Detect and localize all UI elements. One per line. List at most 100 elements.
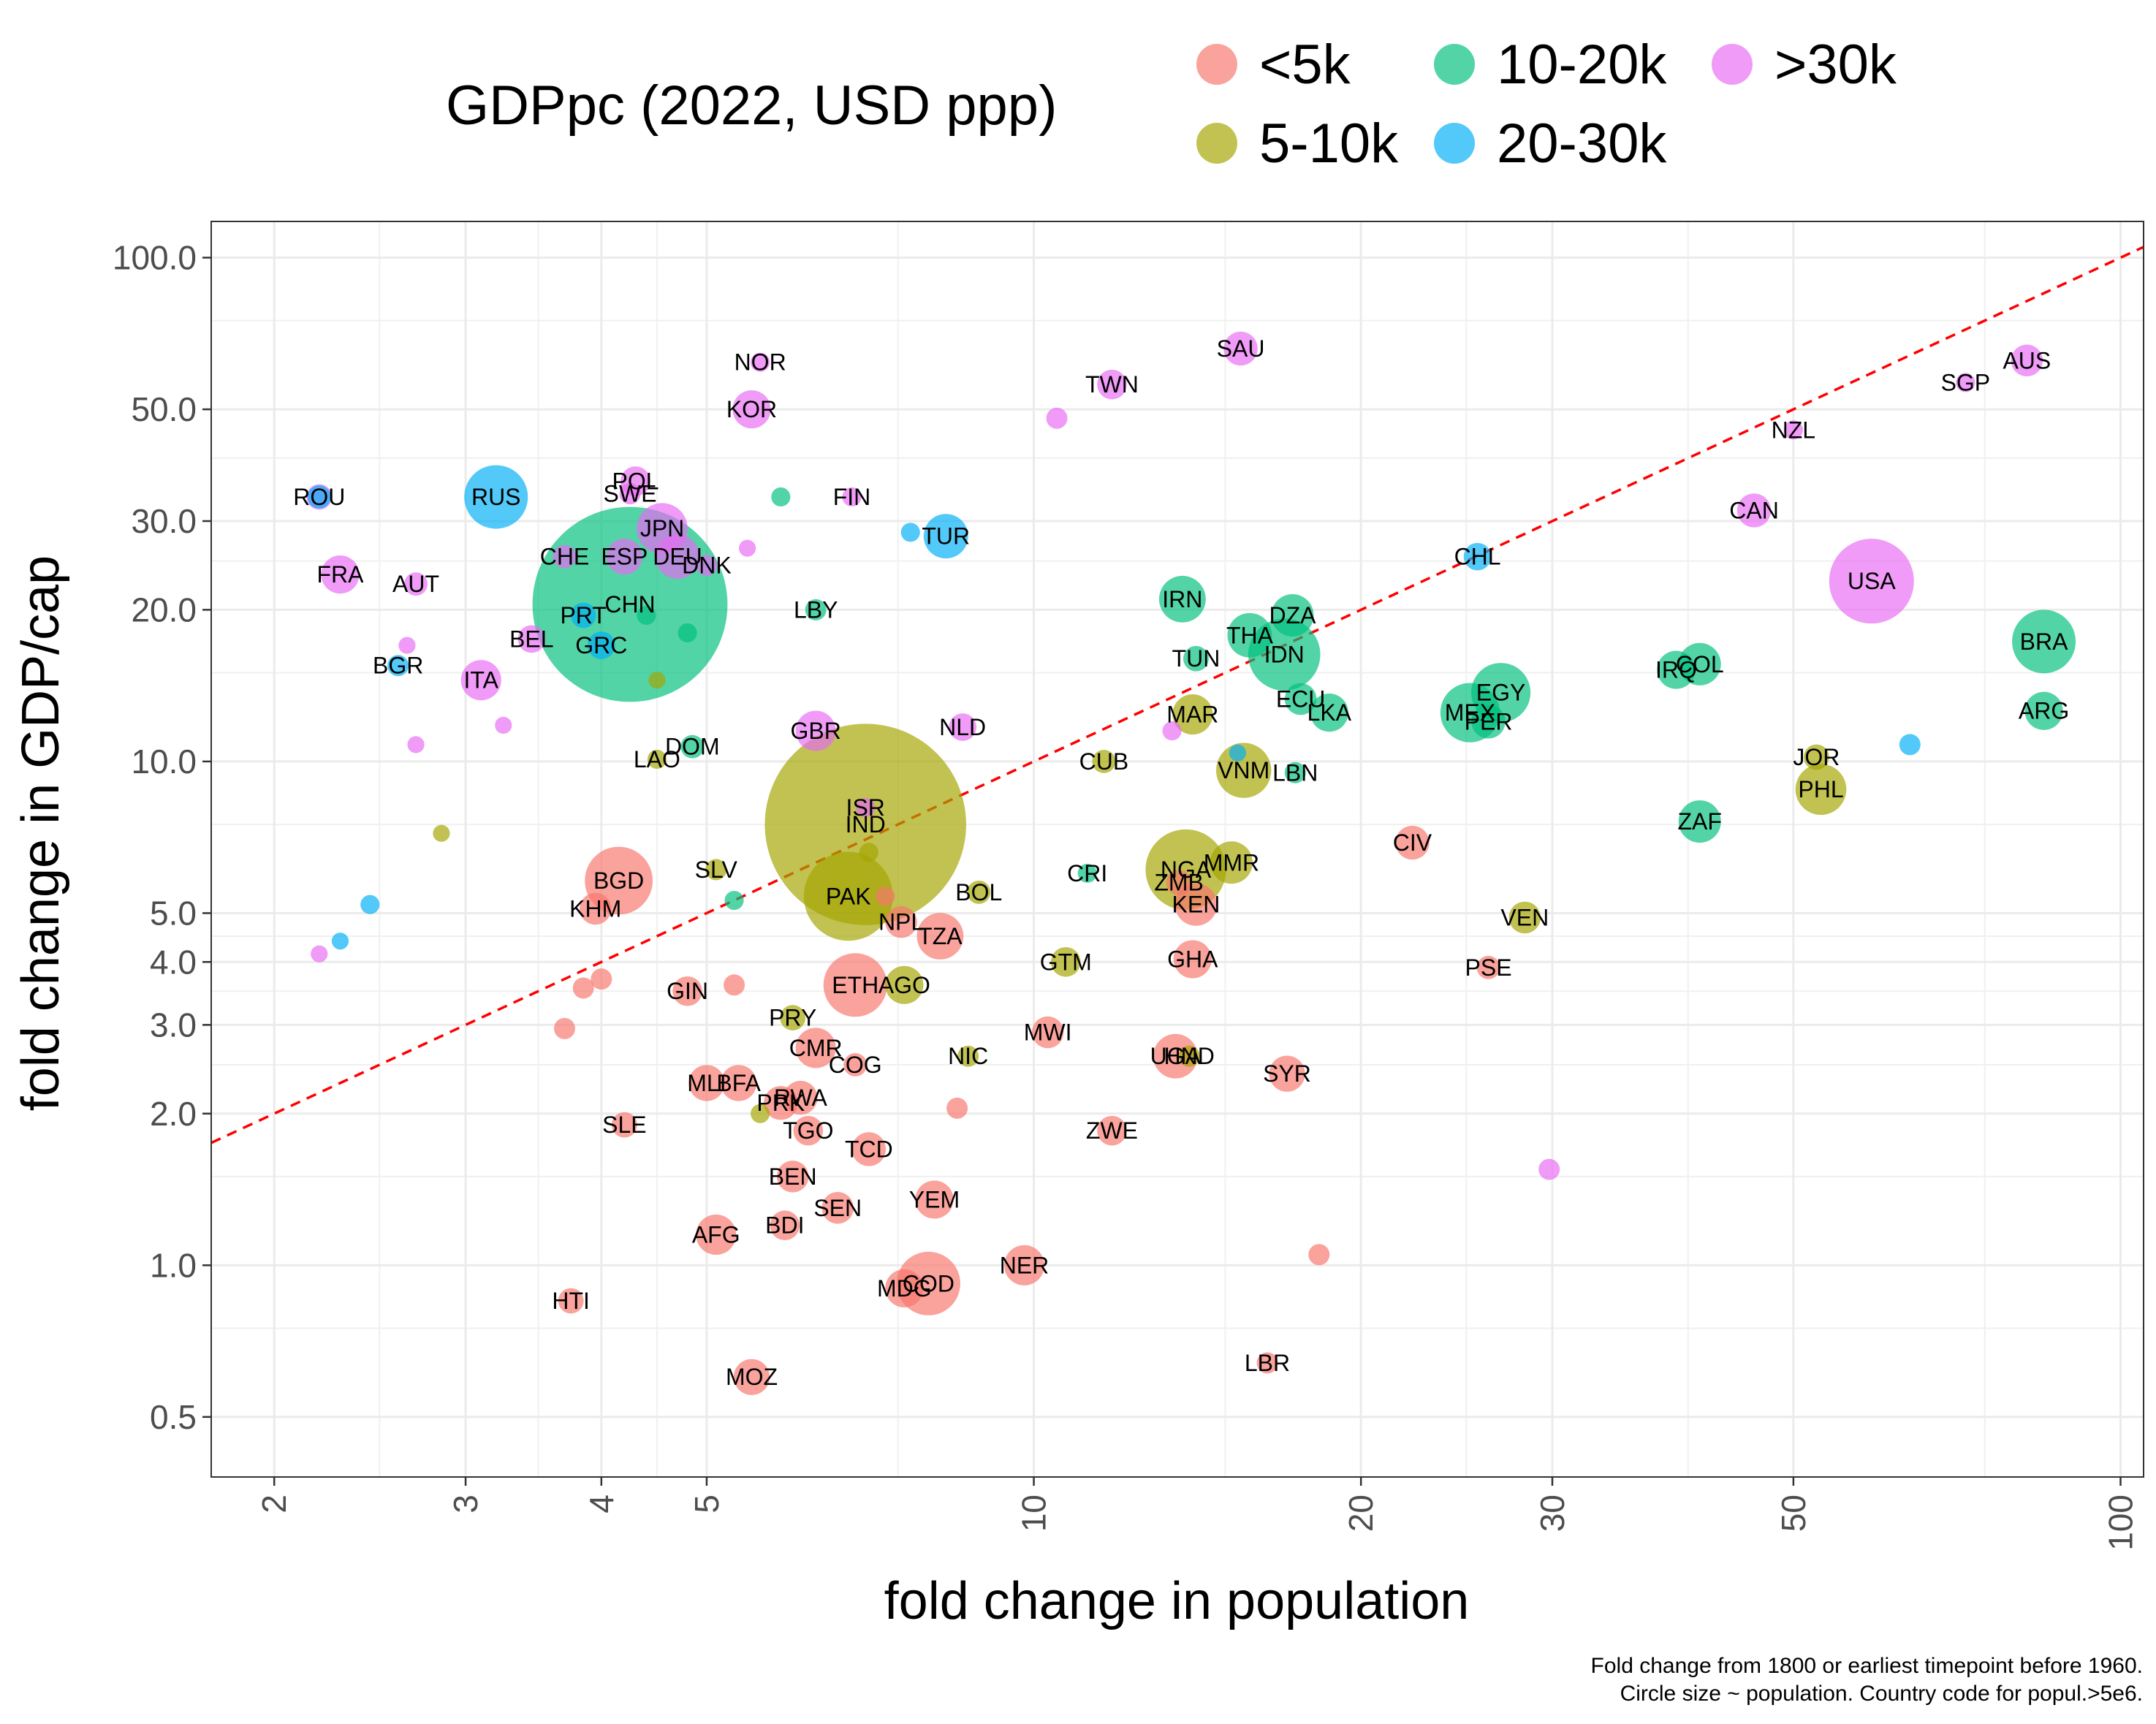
point-label-civ: CIV — [1393, 829, 1432, 856]
point-label-che: CHE — [540, 544, 590, 570]
point-zaf — [1678, 800, 1721, 843]
point-tha — [1227, 612, 1272, 658]
point-label-mwi: MWI — [1024, 1019, 1072, 1046]
y-tick-label: 100.0 — [113, 239, 197, 277]
point-ben — [776, 1161, 809, 1193]
point-zmb — [1166, 870, 1192, 896]
x-tick-label: 3 — [447, 1495, 485, 1514]
point-label-tza: TZA — [918, 923, 963, 949]
point-nzl — [1783, 420, 1803, 440]
point-label-fra: FRA — [316, 561, 364, 588]
point-label-sen: SEN — [813, 1195, 862, 1221]
point-moz — [733, 1359, 770, 1395]
y-tick-label: 20.0 — [131, 591, 197, 629]
point-bgr — [387, 655, 409, 677]
point-sgp — [1956, 373, 1975, 392]
point-pse — [1476, 955, 1500, 979]
legend-key-0 — [1196, 44, 1237, 85]
point-unlabeled — [738, 539, 756, 557]
point-label-prk: PRK — [756, 1090, 805, 1116]
point-unlabeled — [1229, 744, 1246, 762]
point-label-eth: ETH — [832, 972, 878, 998]
point-label-phl: PHL — [1798, 776, 1843, 802]
point-label-cri: CRI — [1067, 860, 1107, 886]
point-pak — [803, 851, 893, 941]
point-civ — [1395, 825, 1430, 860]
point-unlabeled — [771, 487, 791, 507]
point-label-zmb: ZMB — [1154, 870, 1204, 896]
point-khm — [579, 892, 612, 925]
point-ita — [460, 660, 501, 701]
y-tick-label: 1.0 — [150, 1246, 197, 1284]
point-irn — [1158, 575, 1206, 623]
point-label-lbn: LBN — [1272, 759, 1318, 786]
point-label-cmr: CMR — [789, 1035, 843, 1061]
point-label-grc: GRC — [575, 632, 627, 658]
point-label-swe: SWE — [604, 481, 657, 507]
point-hnd — [1178, 1045, 1200, 1067]
point-label-ner: NER — [1000, 1252, 1049, 1278]
point-eth — [823, 953, 887, 1017]
point-unlabeled — [751, 1104, 770, 1123]
point-gtm — [1050, 946, 1081, 977]
point-lby — [805, 599, 827, 620]
point-label-bfa: BFA — [716, 1070, 761, 1096]
point-label-sau: SAU — [1217, 335, 1265, 362]
point-chl — [1463, 542, 1492, 571]
point-label-pak: PAK — [826, 883, 871, 909]
point-aus — [2011, 344, 2043, 377]
point-unlabeled — [859, 843, 878, 862]
point-sle — [611, 1112, 637, 1138]
point-label-rou: ROU — [293, 484, 345, 510]
point-bfa — [720, 1065, 757, 1101]
x-tick-label: 20 — [1342, 1495, 1380, 1532]
point-unlabeled — [398, 637, 416, 654]
point-gha — [1173, 940, 1212, 979]
point-mli — [688, 1065, 725, 1101]
point-label-chl: CHL — [1454, 544, 1501, 570]
point-rwa — [783, 1080, 818, 1115]
legend-label-0: <5k — [1259, 34, 1351, 96]
point-unlabeled — [307, 485, 331, 509]
panel-border — [210, 221, 2144, 1478]
point-ken — [1174, 883, 1218, 926]
caption: Fold change from 1800 or earliest timepo… — [1591, 1654, 2143, 1706]
point-label-jpn: JPN — [640, 515, 684, 542]
y-tick-label: 30.0 — [131, 502, 197, 540]
point-label-isr: ISR — [846, 794, 885, 821]
point-label-nzl: NZL — [1772, 417, 1815, 443]
point-label-bdi: BDI — [765, 1212, 804, 1239]
point-lka — [1310, 694, 1348, 732]
point-dnk — [696, 555, 718, 577]
point-label-egy: EGY — [1476, 680, 1526, 706]
point-label-gha: GHA — [1167, 946, 1218, 973]
point-ecu — [1284, 683, 1317, 715]
legend: GDPpc (2022, USD ppp) <5k 5-10k 10-20k 20-3… — [446, 34, 1897, 175]
point-label-mdg: MDG — [877, 1275, 932, 1302]
point-cmr — [795, 1028, 836, 1068]
point-irq — [1657, 650, 1696, 689]
point-aut — [404, 572, 428, 596]
point-mar — [1172, 694, 1213, 735]
point-che — [553, 544, 577, 569]
reference-line — [211, 246, 2144, 1144]
point-label-bgr: BGR — [373, 653, 423, 679]
point-unlabeled — [1308, 1244, 1330, 1266]
point-label-lbr: LBR — [1245, 1350, 1290, 1376]
point-label-bra: BRA — [2020, 629, 2068, 655]
point-unlabeled — [553, 1017, 575, 1039]
legend-label-2: 10-20k — [1497, 34, 1667, 96]
point-label-gin: GIN — [667, 978, 708, 1004]
point-mmr — [1210, 841, 1253, 884]
point-label-ecu: ECU — [1276, 686, 1326, 713]
x-tick-label: 10 — [1015, 1495, 1053, 1532]
point-tcd — [851, 1132, 887, 1166]
y-tick-label: 50.0 — [131, 390, 197, 428]
point-label-ita: ITA — [464, 667, 499, 694]
point-isr — [856, 797, 876, 818]
point-label-moz: MOZ — [726, 1364, 778, 1390]
point-label-khm: KHM — [569, 896, 621, 922]
y-tick-label: 3.0 — [150, 1006, 197, 1044]
